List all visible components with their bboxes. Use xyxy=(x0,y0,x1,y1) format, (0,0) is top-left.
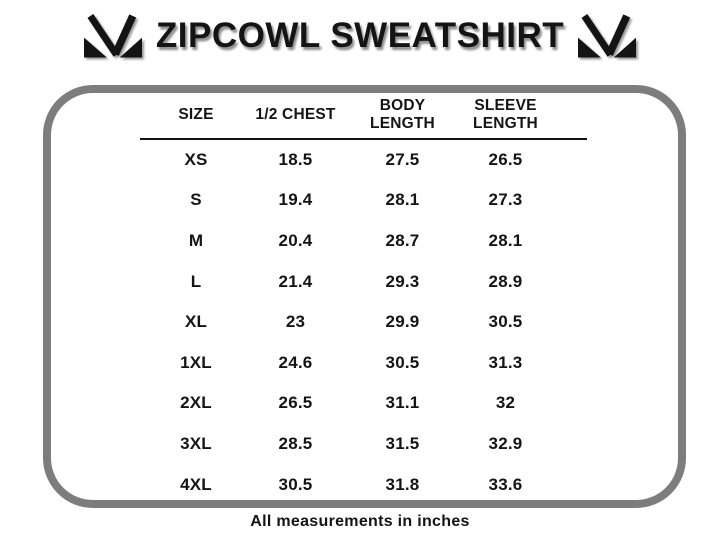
cell-sleeve: 32.9 xyxy=(488,434,523,454)
cell-chest: 20.4 xyxy=(278,231,313,251)
table-row: 3XL 28.5 31.5 32.9 xyxy=(140,424,587,465)
brand-m-monogram-icon xyxy=(83,14,142,58)
cell-size: 4XL xyxy=(180,474,212,494)
page-title: ZIPCOWL SWEATSHIRT xyxy=(155,16,565,55)
cell-chest: 30.5 xyxy=(278,474,313,494)
cell-body: 31.5 xyxy=(385,434,420,454)
cell-size: 1XL xyxy=(180,352,212,372)
cell-chest: 26.5 xyxy=(278,393,313,413)
cell-chest: 23 xyxy=(285,312,306,332)
cell-sleeve: 32 xyxy=(495,393,516,413)
table-row: S 19.4 28.1 27.3 xyxy=(140,180,587,221)
cell-sleeve: 31.3 xyxy=(488,352,523,372)
cell-chest: 21.4 xyxy=(278,271,313,291)
table-row: XL 23 29.9 30.5 xyxy=(140,302,587,343)
column-header-half-chest: 1/2 CHEST xyxy=(255,106,336,124)
measurements-note: All measurements in inches xyxy=(250,513,470,530)
cell-body: 31.8 xyxy=(385,474,420,494)
cell-body: 27.5 xyxy=(385,149,420,169)
cell-body: 29.3 xyxy=(385,271,420,291)
cell-size: 3XL xyxy=(180,434,212,454)
table-row: XS 18.5 27.5 26.5 xyxy=(140,140,587,181)
table-row: 4XL 30.5 31.8 33.6 xyxy=(140,464,587,505)
cell-size: 2XL xyxy=(180,393,212,413)
cell-size: XL xyxy=(184,312,208,332)
cell-size: M xyxy=(188,231,204,251)
cell-sleeve: 26.5 xyxy=(488,149,523,169)
cell-size: L xyxy=(190,271,202,291)
size-chart-table: SIZE 1/2 CHEST BODY LENGTH SLEEVE LENGTH… xyxy=(140,95,587,505)
cell-sleeve: 33.6 xyxy=(488,474,523,494)
table-row: M 20.4 28.7 28.1 xyxy=(140,221,587,262)
header: ZIPCOWL SWEATSHIRT xyxy=(0,0,720,72)
table-row: 1XL 24.6 30.5 31.3 xyxy=(140,343,587,384)
cell-chest: 28.5 xyxy=(278,434,313,454)
cell-chest: 24.6 xyxy=(278,352,313,372)
cell-size: S xyxy=(190,190,202,210)
cell-body: 28.7 xyxy=(385,231,420,251)
table-row: L 21.4 29.3 28.9 xyxy=(140,261,587,302)
cell-body: 31.1 xyxy=(385,393,420,413)
cell-sleeve: 28.9 xyxy=(488,271,523,291)
size-chart-box: SIZE 1/2 CHEST BODY LENGTH SLEEVE LENGTH… xyxy=(43,85,686,508)
cell-body: 29.9 xyxy=(385,312,420,332)
table-row: 2XL 26.5 31.1 32 xyxy=(140,383,587,424)
column-header-sleeve-length: SLEEVE LENGTH xyxy=(473,97,538,133)
column-header-body-length: BODY LENGTH xyxy=(370,97,435,133)
cell-chest: 19.4 xyxy=(278,190,313,210)
cell-sleeve: 27.3 xyxy=(488,190,523,210)
brand-m-monogram-icon xyxy=(578,14,637,58)
cell-size: XS xyxy=(184,149,208,169)
cell-body: 30.5 xyxy=(385,352,420,372)
column-header-size: SIZE xyxy=(178,106,214,124)
cell-sleeve: 28.1 xyxy=(488,231,523,251)
cell-chest: 18.5 xyxy=(278,149,313,169)
table-header-row: SIZE 1/2 CHEST BODY LENGTH SLEEVE LENGTH xyxy=(140,95,587,140)
cell-body: 28.1 xyxy=(385,190,420,210)
cell-sleeve: 30.5 xyxy=(488,312,523,332)
